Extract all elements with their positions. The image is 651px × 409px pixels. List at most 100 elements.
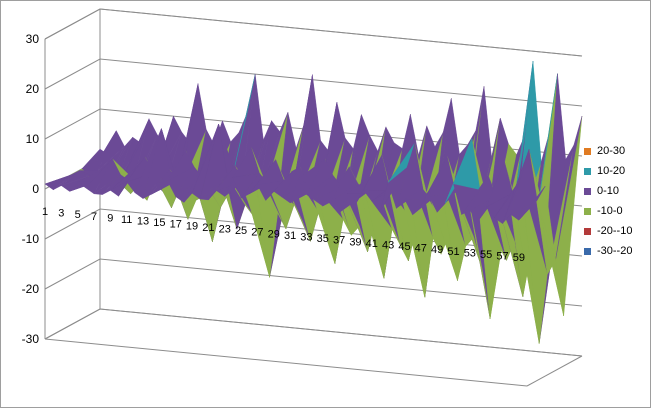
x-tick-label: 1 [42,206,48,218]
surface-facet [232,147,260,178]
z-gridline [44,258,583,307]
legend-swatch [584,227,591,235]
legend-item: 0-10 [584,181,646,201]
x-tick-label: 41 [366,238,378,250]
surface-facet [453,138,481,190]
surface-facet [228,73,256,194]
surface-facet [461,175,489,215]
x-tick-label: 51 [447,246,459,258]
legend-label: -30--20 [597,245,633,257]
surface-facet [208,165,236,201]
surface-facet [167,150,195,182]
z-tick-label: -10 [22,232,40,246]
legend-swatch [584,147,591,155]
x-tick-label: 15 [153,217,165,229]
legend-item: 10-20 [584,161,646,181]
legend-label: -10-0 [597,205,623,217]
x-tick-label: 13 [137,216,149,228]
x-tick-label: 39 [349,236,361,248]
surface-facet [199,123,227,200]
surface-facet [53,170,80,191]
surface-facet [314,175,342,201]
surface-facet [387,143,415,183]
wall-bottom-edge [44,308,583,357]
x-tick-label: 11 [121,214,132,226]
legend-swatch [584,167,591,175]
x-tick-label: 3 [58,208,64,220]
surface-facet [547,144,574,275]
x-tick-label: 31 [284,230,296,242]
surface-facet [555,115,583,261]
x-tick-label: 45 [398,241,410,253]
surface-plot [44,61,583,344]
x-tick-label: 23 [219,224,231,236]
legend-label: -20--10 [597,225,633,237]
surface-facet [257,159,285,185]
surface-facet [363,154,391,192]
x-tick-label: 25 [235,225,247,237]
surface-facet [61,170,89,186]
surface-facet [518,185,546,221]
surface-facet [122,118,150,179]
x-tick-label: 9 [107,212,113,224]
x-tick-label: 49 [431,244,443,256]
z-tick-label: 10 [26,132,40,146]
surface-facet [365,193,393,279]
z-tick-label: -20 [22,282,40,296]
surface-facet [175,166,203,197]
surface-facet [191,123,219,194]
legend-label: 10-20 [597,165,626,177]
x-tick-label: 55 [480,249,492,261]
z-gridline [44,58,583,107]
x-tick-label: 29 [268,228,280,240]
x-tick-label: 53 [464,247,476,259]
x-tick-label: 59 [513,252,525,264]
legend-label: 20-30 [597,145,626,157]
surface-facet [520,178,548,344]
x-tick-label: 5 [75,209,81,221]
floor-right-edge [526,355,583,387]
surface-facet [93,158,121,195]
z-tick-label: 30 [26,32,40,46]
legend-item: 20-30 [584,141,646,161]
legend-swatch [584,247,591,255]
z-tick-label: 0 [32,182,39,196]
surface-facet [85,158,113,189]
surface-facet [273,166,301,192]
floor-front-edge [44,338,528,387]
legend: 20-30 10-20 0-10 -10-0 -20--10 -30--20 [584,141,646,261]
z-gridline [44,108,583,157]
legend-item: -20--10 [584,221,646,241]
surface-facet [306,159,334,195]
x-tick-label: 57 [496,251,508,263]
x-tick-label: 37 [333,235,345,247]
surface-facet [97,130,125,171]
x-tick-label: 17 [170,219,182,231]
legend-item: -30--20 [584,241,646,261]
z-gridline [44,8,583,57]
legend-swatch [584,187,591,195]
legend-label: 0-10 [597,185,620,197]
legend-item: -10-0 [584,201,646,221]
surface-facet [469,175,497,211]
surface-facet [142,128,170,199]
wall-top-edge [44,8,583,57]
x-tick-label: 33 [300,231,312,243]
surface-facet [510,149,538,215]
z-gridline [44,308,583,357]
surface-facet [316,188,344,264]
z-tick-label: -30 [22,332,40,346]
legend-swatch [584,207,591,215]
surface-facet [428,156,456,197]
surface-facet [486,161,513,208]
z-tick-label: 20 [26,82,40,96]
x-tick-label: 47 [415,243,427,255]
x-tick-label: 35 [317,233,329,245]
x-tick-label: 43 [382,239,394,251]
x-tick-label: 7 [91,211,97,223]
surface-facet [44,174,72,185]
x-tick-label: 19 [186,220,198,232]
z-axis-ticks: 30 20 10 0 -10 -20 -30 [22,32,40,346]
